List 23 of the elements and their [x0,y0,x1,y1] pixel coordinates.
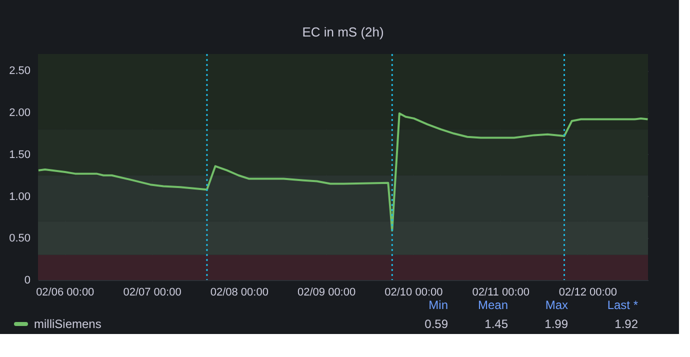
x-tick-label: 02/09 00:00 [297,286,356,298]
y-tick-label: 2.50 [9,65,30,78]
text: Max [545,298,568,312]
x-tick-label: 02/08 00:00 [210,286,268,298]
y-tick-label: 1.00 [9,190,30,203]
x-tick-label: 02/06 00:00 [36,286,94,298]
text: Min [428,298,448,312]
x-tick-label: 02/07 00:00 [123,286,182,298]
text: 1.99 [544,317,568,331]
text: 1.92 [614,317,638,331]
legend-label: milliSiemens [34,317,102,331]
text: Mean [478,298,508,312]
y-tick-label: 2.00 [9,107,30,120]
x-tick-label: 02/12 00:00 [558,286,618,298]
x-tick-label: 02/11 00:00 [472,286,530,298]
y-tick-label: 0.50 [9,232,30,245]
x-tick-label: 02/10 00:00 [384,286,443,298]
text: 1.45 [484,317,508,331]
text: Last * [607,298,638,312]
y-tick-label: 0 [24,274,30,286]
text: 0.59 [424,317,448,331]
y-tick-label: 1.50 [9,148,30,161]
chart-title: EC in mS (2h) [302,24,384,40]
